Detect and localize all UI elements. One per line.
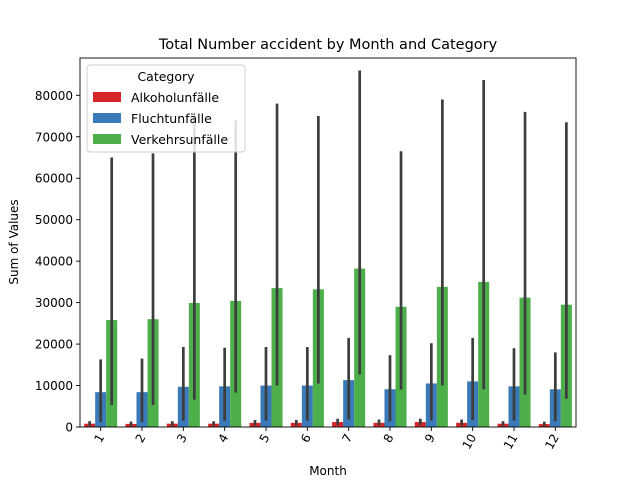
legend-label-2: Fluchtunfälle [131,111,212,126]
legend-box [86,64,246,153]
legend-swatch-1 [93,92,121,102]
y-tick-label: 80000 [35,89,73,103]
x-axis-title: Month [309,464,347,478]
y-tick-label: 60000 [35,172,73,186]
x-tick-label: 10 [459,432,479,452]
y-tick-label: 70000 [35,130,73,144]
legend-label-3: Verkehrsunfälle [131,132,228,147]
chart-title: Total Number accident by Month and Categ… [158,37,498,53]
y-tick-label: 30000 [35,296,73,310]
x-tick-label: 12 [542,432,562,452]
y-axis-title: Sum of Values [7,199,21,284]
axes-layer [79,57,577,428]
x-tick-label: 11 [501,432,521,452]
y-tick-label: 0 [65,421,73,435]
legend: Category Alkoholunfälle Fluchtunfälle Verke… [86,64,246,153]
legend-label-1: Alkoholunfälle [131,90,219,105]
errorbars-layer [88,70,568,426]
y-tick-label: 10000 [35,379,73,393]
legend-swatch-2 [93,113,121,123]
y-tick-label: 50000 [35,213,73,227]
plot-frame [79,57,577,428]
legend-swatch-3 [93,134,121,144]
y-tick-label: 20000 [35,338,73,352]
y-tick-label: 40000 [35,255,73,269]
legend-title: Category [137,69,195,84]
